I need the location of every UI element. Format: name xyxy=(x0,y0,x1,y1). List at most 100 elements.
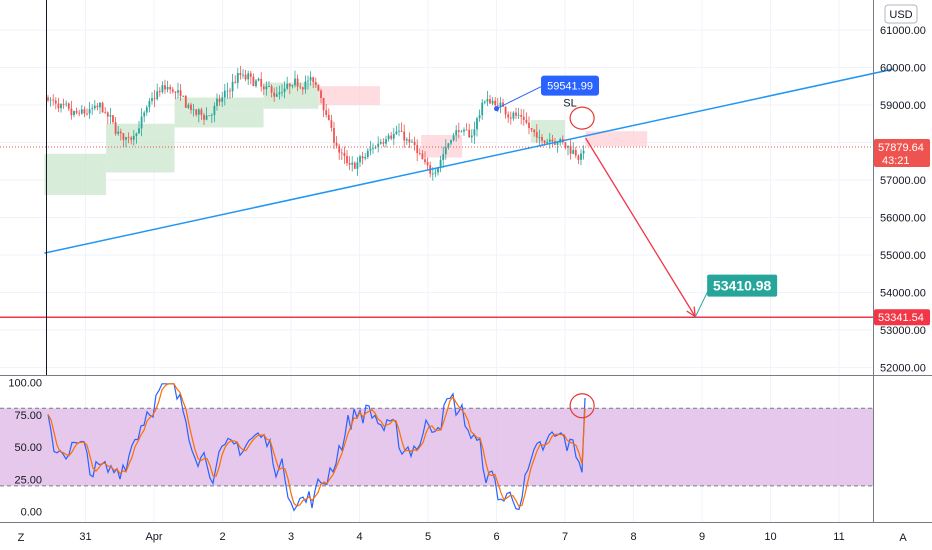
candle-body xyxy=(463,129,465,132)
candle-body xyxy=(320,90,322,98)
stoch-tick-label: 50.00 xyxy=(14,442,42,454)
candle-body xyxy=(468,129,471,138)
time-tick-label: 9 xyxy=(699,531,705,543)
candle-body xyxy=(62,104,65,105)
candle-body xyxy=(210,115,213,116)
candle-body xyxy=(117,131,120,134)
candle-body xyxy=(205,115,208,120)
candle-body xyxy=(104,112,107,114)
candle-body xyxy=(73,111,75,116)
candle-body xyxy=(223,90,226,98)
candle-body xyxy=(455,130,458,136)
candle-body xyxy=(270,86,273,93)
candle-body xyxy=(481,102,484,116)
candle-body xyxy=(338,145,341,153)
cloud-patch xyxy=(263,82,319,109)
candle-body xyxy=(398,130,400,132)
candle-body xyxy=(582,150,585,154)
candle-body xyxy=(317,84,320,91)
candle-body xyxy=(208,115,211,117)
candle-body xyxy=(93,105,96,109)
candle-body xyxy=(546,141,549,144)
auto-scale-button[interactable]: A xyxy=(899,532,907,544)
candle-body xyxy=(283,88,286,92)
candle-body xyxy=(489,99,491,104)
stoch-y-axis[interactable]: 100.00 75.00 50.00 25.00 0.00 xyxy=(8,377,42,518)
candle-body xyxy=(203,114,205,120)
sl-anchor-dot xyxy=(494,106,499,112)
time-tick-label: 10 xyxy=(764,531,776,543)
candle-body xyxy=(275,94,278,97)
candle-body xyxy=(343,152,346,156)
candle-body xyxy=(301,87,304,90)
candle-body xyxy=(138,128,140,134)
trendline[interactable] xyxy=(44,68,894,254)
candle-body xyxy=(49,99,52,101)
candle-body xyxy=(400,130,403,132)
time-tick-label: 2 xyxy=(219,531,225,543)
arrow-shaft xyxy=(584,137,696,317)
candle-body xyxy=(580,153,582,160)
stoch-tick-label: 75.00 xyxy=(14,410,42,422)
candle-body xyxy=(135,133,138,137)
cloud-patch xyxy=(318,86,381,105)
candle-body xyxy=(192,109,195,111)
candle-body xyxy=(366,150,369,157)
target-level-label: 53341.54 xyxy=(878,312,924,324)
candle-body xyxy=(569,145,572,154)
price-tick-label: 60000.00 xyxy=(880,63,926,75)
time-axis[interactable]: 31 Apr 2 3 4 5 6 7 8 9 10 11 xyxy=(79,531,844,543)
candle-body xyxy=(273,92,276,97)
candle-body xyxy=(132,136,135,140)
candle-body xyxy=(364,156,367,159)
candle-body xyxy=(512,112,515,119)
price-y-axis[interactable]: 52000.00 53000.00 54000.00 55000.00 56000.00… xyxy=(880,25,926,375)
candle-body xyxy=(551,139,554,142)
candle-body xyxy=(221,97,224,102)
candle-body xyxy=(431,173,434,175)
candle-body xyxy=(86,113,88,115)
candle-body xyxy=(403,131,406,141)
candle-body xyxy=(200,109,203,115)
candle-body xyxy=(411,141,413,143)
candle-body xyxy=(309,77,312,81)
candle-body xyxy=(478,115,481,119)
sl-text: SL xyxy=(563,98,576,110)
sl-connector xyxy=(496,86,542,110)
candle-body xyxy=(247,73,250,80)
candle-body xyxy=(54,100,57,104)
time-tick-label: 4 xyxy=(356,531,362,543)
candle-body xyxy=(387,135,390,140)
candle-body xyxy=(312,77,315,83)
candle-body xyxy=(262,86,265,90)
currency-badge[interactable] xyxy=(884,4,918,24)
candle-body xyxy=(392,133,395,139)
candle-body xyxy=(101,102,104,113)
sl-callout[interactable]: 59541.99 SL xyxy=(494,75,600,112)
candle-body xyxy=(369,148,372,151)
candle-body xyxy=(465,129,468,131)
sl-price-box xyxy=(541,75,600,96)
target-price-label: 53410.98 xyxy=(713,278,772,294)
candle-body xyxy=(265,86,268,90)
candle-body xyxy=(242,74,244,76)
candle-body xyxy=(140,116,143,129)
candle-body xyxy=(351,162,354,165)
candle-body xyxy=(236,73,239,83)
target-callout[interactable]: 53410.98 xyxy=(694,274,778,318)
candle-body xyxy=(460,131,463,133)
candle-body xyxy=(499,102,502,107)
candle-body xyxy=(234,81,237,83)
candle-body xyxy=(533,129,536,133)
candle-body xyxy=(231,81,234,92)
currency-badge-label: USD xyxy=(889,9,912,21)
zoom-button[interactable]: Z xyxy=(18,532,25,544)
sl-price-label: 59541.99 xyxy=(547,81,593,93)
current-price-countdown: 43:21 xyxy=(882,155,910,167)
candle-body xyxy=(476,118,478,130)
candle-body xyxy=(509,117,512,119)
candle-body xyxy=(525,119,528,123)
candle-body xyxy=(299,86,302,88)
candle-body xyxy=(244,74,247,80)
